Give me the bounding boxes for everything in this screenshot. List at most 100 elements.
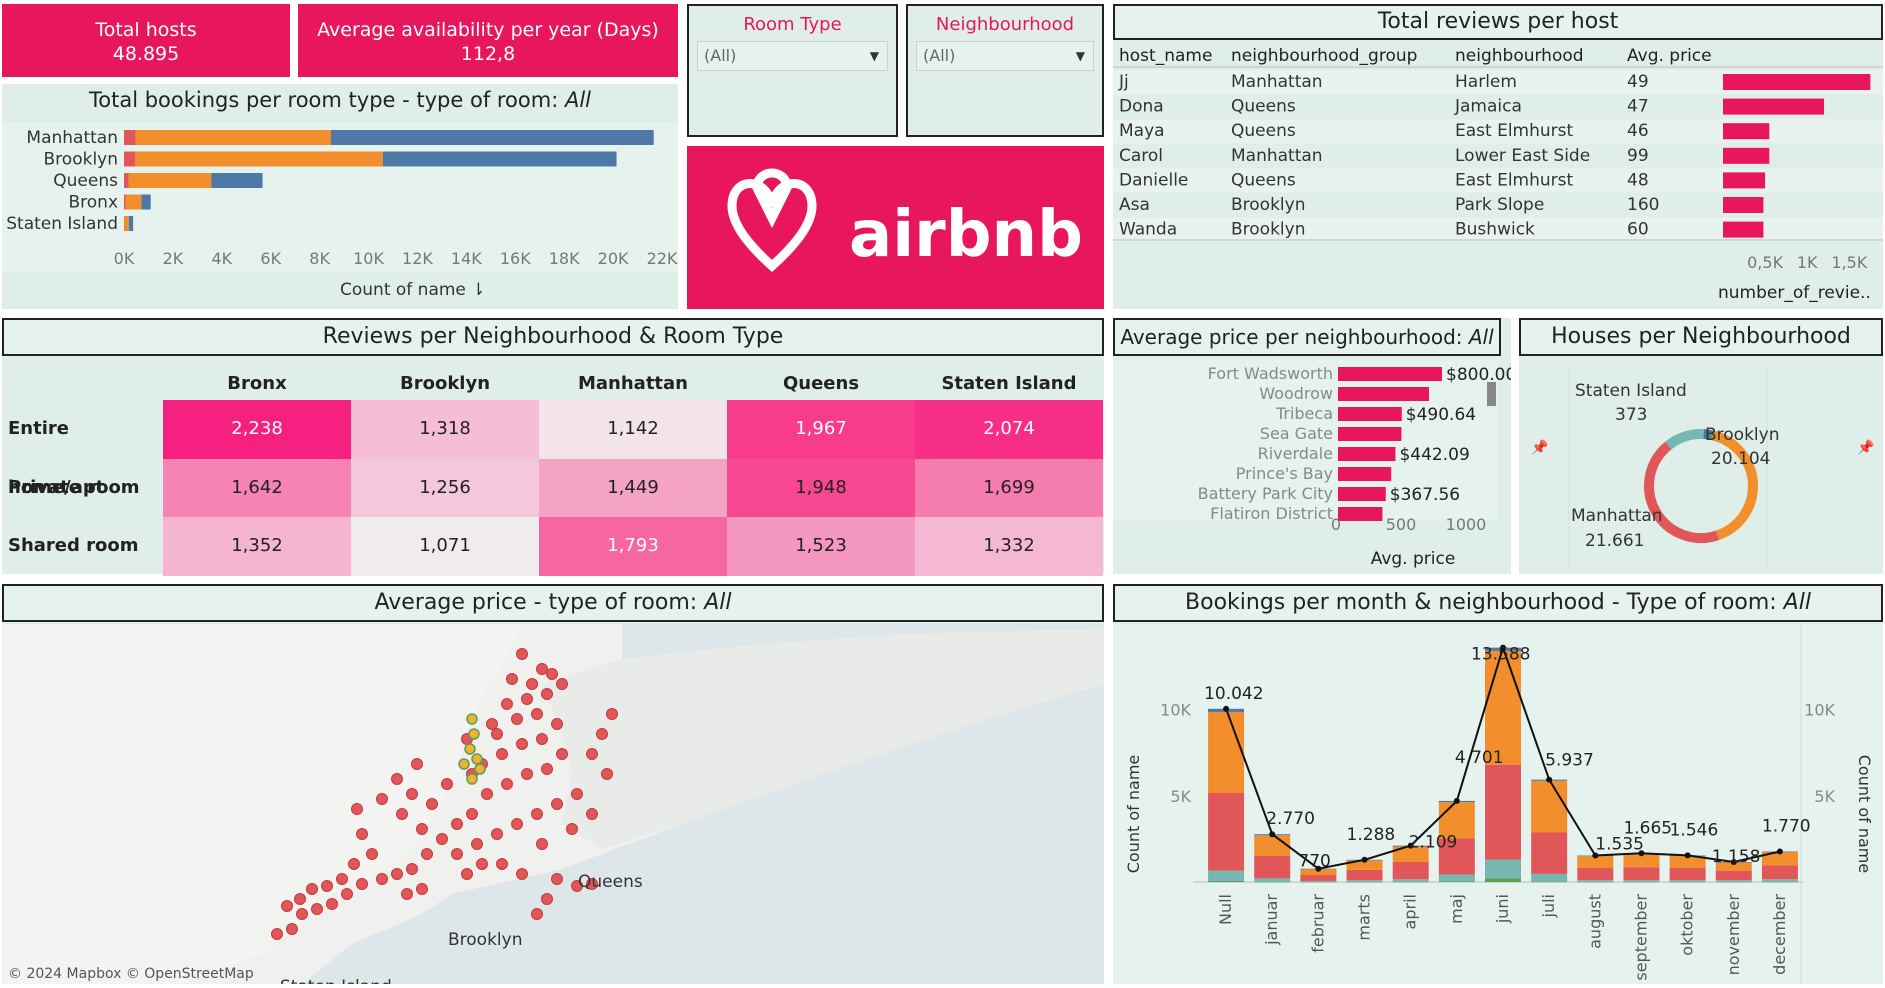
heatmap-row-label: Entire home/apt: [8, 418, 105, 498]
heatmap-cell[interactable]: 1,256: [351, 458, 539, 517]
map-listing-dot: [551, 718, 563, 730]
reviews-hood: Bushwick: [1455, 220, 1535, 240]
map-listing-dot: [416, 823, 428, 835]
heatmap-cell[interactable]: 1,967: [727, 400, 915, 459]
sort-icon[interactable]: ⇂: [471, 280, 486, 300]
monthly-total-label: 13.588: [1471, 645, 1530, 665]
avg-price-value-label: $442.09: [1399, 445, 1469, 465]
reviews-column-header: Avg. price: [1627, 46, 1712, 66]
monthly-bar-segment: [1669, 868, 1706, 881]
heatmap-cell[interactable]: 1,352: [163, 517, 351, 576]
heatmap-cell[interactable]: 1,332: [915, 517, 1103, 576]
map-listing-dot: [396, 808, 408, 820]
monthly-bar-segment: [1300, 881, 1337, 883]
monthly-total-point: [1269, 831, 1276, 838]
monthly-bar-segment: [1208, 880, 1245, 882]
avg-price-bar: [1338, 427, 1402, 441]
room-type-dropdown[interactable]: (All) ▼: [697, 41, 888, 71]
room-type-filter: Room Type (All) ▼: [687, 4, 898, 137]
monthly-month-label: april: [1401, 894, 1420, 929]
avg-price-bar: [1338, 447, 1396, 461]
avg-price-bar: [1338, 407, 1402, 421]
monthly-ylabel-right: Count of name: [1855, 755, 1874, 873]
heatmap-cell[interactable]: 1,142: [539, 400, 727, 459]
map-listing-dot: [501, 698, 513, 710]
bookings-tick-label: 10K: [353, 249, 384, 268]
heatmap-cell[interactable]: 1,071: [351, 517, 539, 576]
map-listing-dot: [476, 858, 488, 870]
neighbourhood-filter-label: Neighbourhood: [935, 14, 1075, 35]
pin-icon: 📌: [1857, 438, 1875, 456]
monthly-total-point: [1223, 705, 1230, 712]
neighbourhood-dropdown[interactable]: (All) ▼: [916, 41, 1094, 71]
monthly-bar-segment: [1669, 880, 1706, 882]
map-listing-dot: [531, 808, 543, 820]
donut-label-brooklyn: Brooklyn: [1705, 425, 1779, 445]
avg-price-category-label: Battery Park City: [1198, 484, 1333, 503]
monthly-bar-segment: [1531, 832, 1568, 874]
bookings-xlabel: Count of name ⇂: [340, 280, 486, 300]
map-listing-dot: [516, 738, 528, 750]
bookings-bar-segment: [124, 194, 126, 210]
map-listing-dot: [341, 888, 353, 900]
map-land-long-island: [542, 629, 1104, 849]
heatmap-cell[interactable]: 1,793: [539, 517, 727, 576]
bookings-bar-segment: [128, 173, 212, 188]
heatmap-cell[interactable]: 2,238: [163, 400, 351, 459]
reviews-hood: East Elmhurst: [1455, 170, 1574, 190]
map-listing-dot: [296, 908, 308, 920]
avg-price-category-label: Prince's Bay: [1236, 464, 1333, 483]
monthly-bar-segment: [1761, 851, 1798, 866]
map-listing-dot: [391, 868, 403, 880]
map-listing-dot: [536, 733, 548, 745]
donut-value-manhattan: 21.661: [1585, 531, 1644, 551]
monthly-ytick-right: 5K: [1814, 787, 1835, 806]
map-listing-dot: [376, 873, 388, 885]
heatmap-column-header: Queens: [782, 373, 860, 394]
bookings-category-label: Staten Island: [6, 214, 118, 234]
bookings-category-label: Brooklyn: [44, 150, 118, 170]
kpi-avg-availability-label: Average availability per year (Days): [317, 19, 659, 41]
map-listing-dot: [541, 893, 553, 905]
map-listing-dot-high: [474, 763, 486, 775]
bookings-tick-label: 20K: [598, 249, 629, 268]
reviews-bar: [1723, 98, 1825, 115]
monthly-bar-segment: [1577, 855, 1614, 869]
monthly-bar-segment: [1577, 868, 1614, 881]
heatmap-cell[interactable]: 1,449: [539, 458, 727, 517]
map-listing-dot: [566, 823, 578, 835]
reviews-host-name: Wanda: [1119, 220, 1177, 240]
airbnb-logo: airbnb: [687, 146, 1104, 309]
map-listing-dot: [311, 903, 323, 915]
map-listing-dot: [366, 848, 378, 860]
heatmap-cell[interactable]: 1,523: [727, 517, 915, 576]
heatmap-cell[interactable]: 2,074: [915, 400, 1103, 459]
map-listing-dot: [461, 868, 473, 880]
map-view[interactable]: Queens Brooklyn Staten Island © 2024 Mapbox…: [2, 624, 1104, 984]
heatmap-cell[interactable]: 1,699: [915, 458, 1103, 517]
avg-price-tick-label: 0: [1331, 515, 1341, 534]
monthly-bar-segment: [1300, 868, 1337, 876]
map-listing-dot: [586, 748, 598, 760]
bookings-tick-label: 2K: [163, 249, 184, 268]
monthly-bar-segment: [1623, 867, 1660, 881]
bookings-category-label: Bronx: [68, 193, 118, 213]
heatmap-cell[interactable]: 1,948: [727, 458, 915, 517]
bookings-category-label: Manhattan: [26, 128, 118, 148]
heatmap-cell[interactable]: 1,318: [351, 400, 539, 459]
map-credit: © 2024 Mapbox © OpenStreetMap: [8, 966, 254, 982]
avg-price-scrollbar[interactable]: [1487, 382, 1496, 406]
bookings-bar-segment: [124, 130, 136, 145]
pin-icon: 📌: [1531, 438, 1549, 456]
bookings-bar-segment: [128, 216, 134, 231]
bookings-bar-segment: [382, 151, 617, 167]
monthly-bar-segment: [1300, 881, 1337, 882]
heatmap-cell[interactable]: 1,642: [163, 458, 351, 517]
monthly-title: Bookings per month & neighbourhood - Typ…: [1113, 584, 1883, 622]
monthly-month-label: august: [1585, 894, 1604, 949]
donut-label-staten-island: Staten Island: [1575, 381, 1687, 401]
monthly-bar-segment: [1761, 879, 1798, 882]
monthly-bar-segment: [1346, 880, 1383, 882]
avg-price-category-label: Sea Gate: [1260, 424, 1333, 443]
bookings-bar-segment: [124, 173, 129, 188]
